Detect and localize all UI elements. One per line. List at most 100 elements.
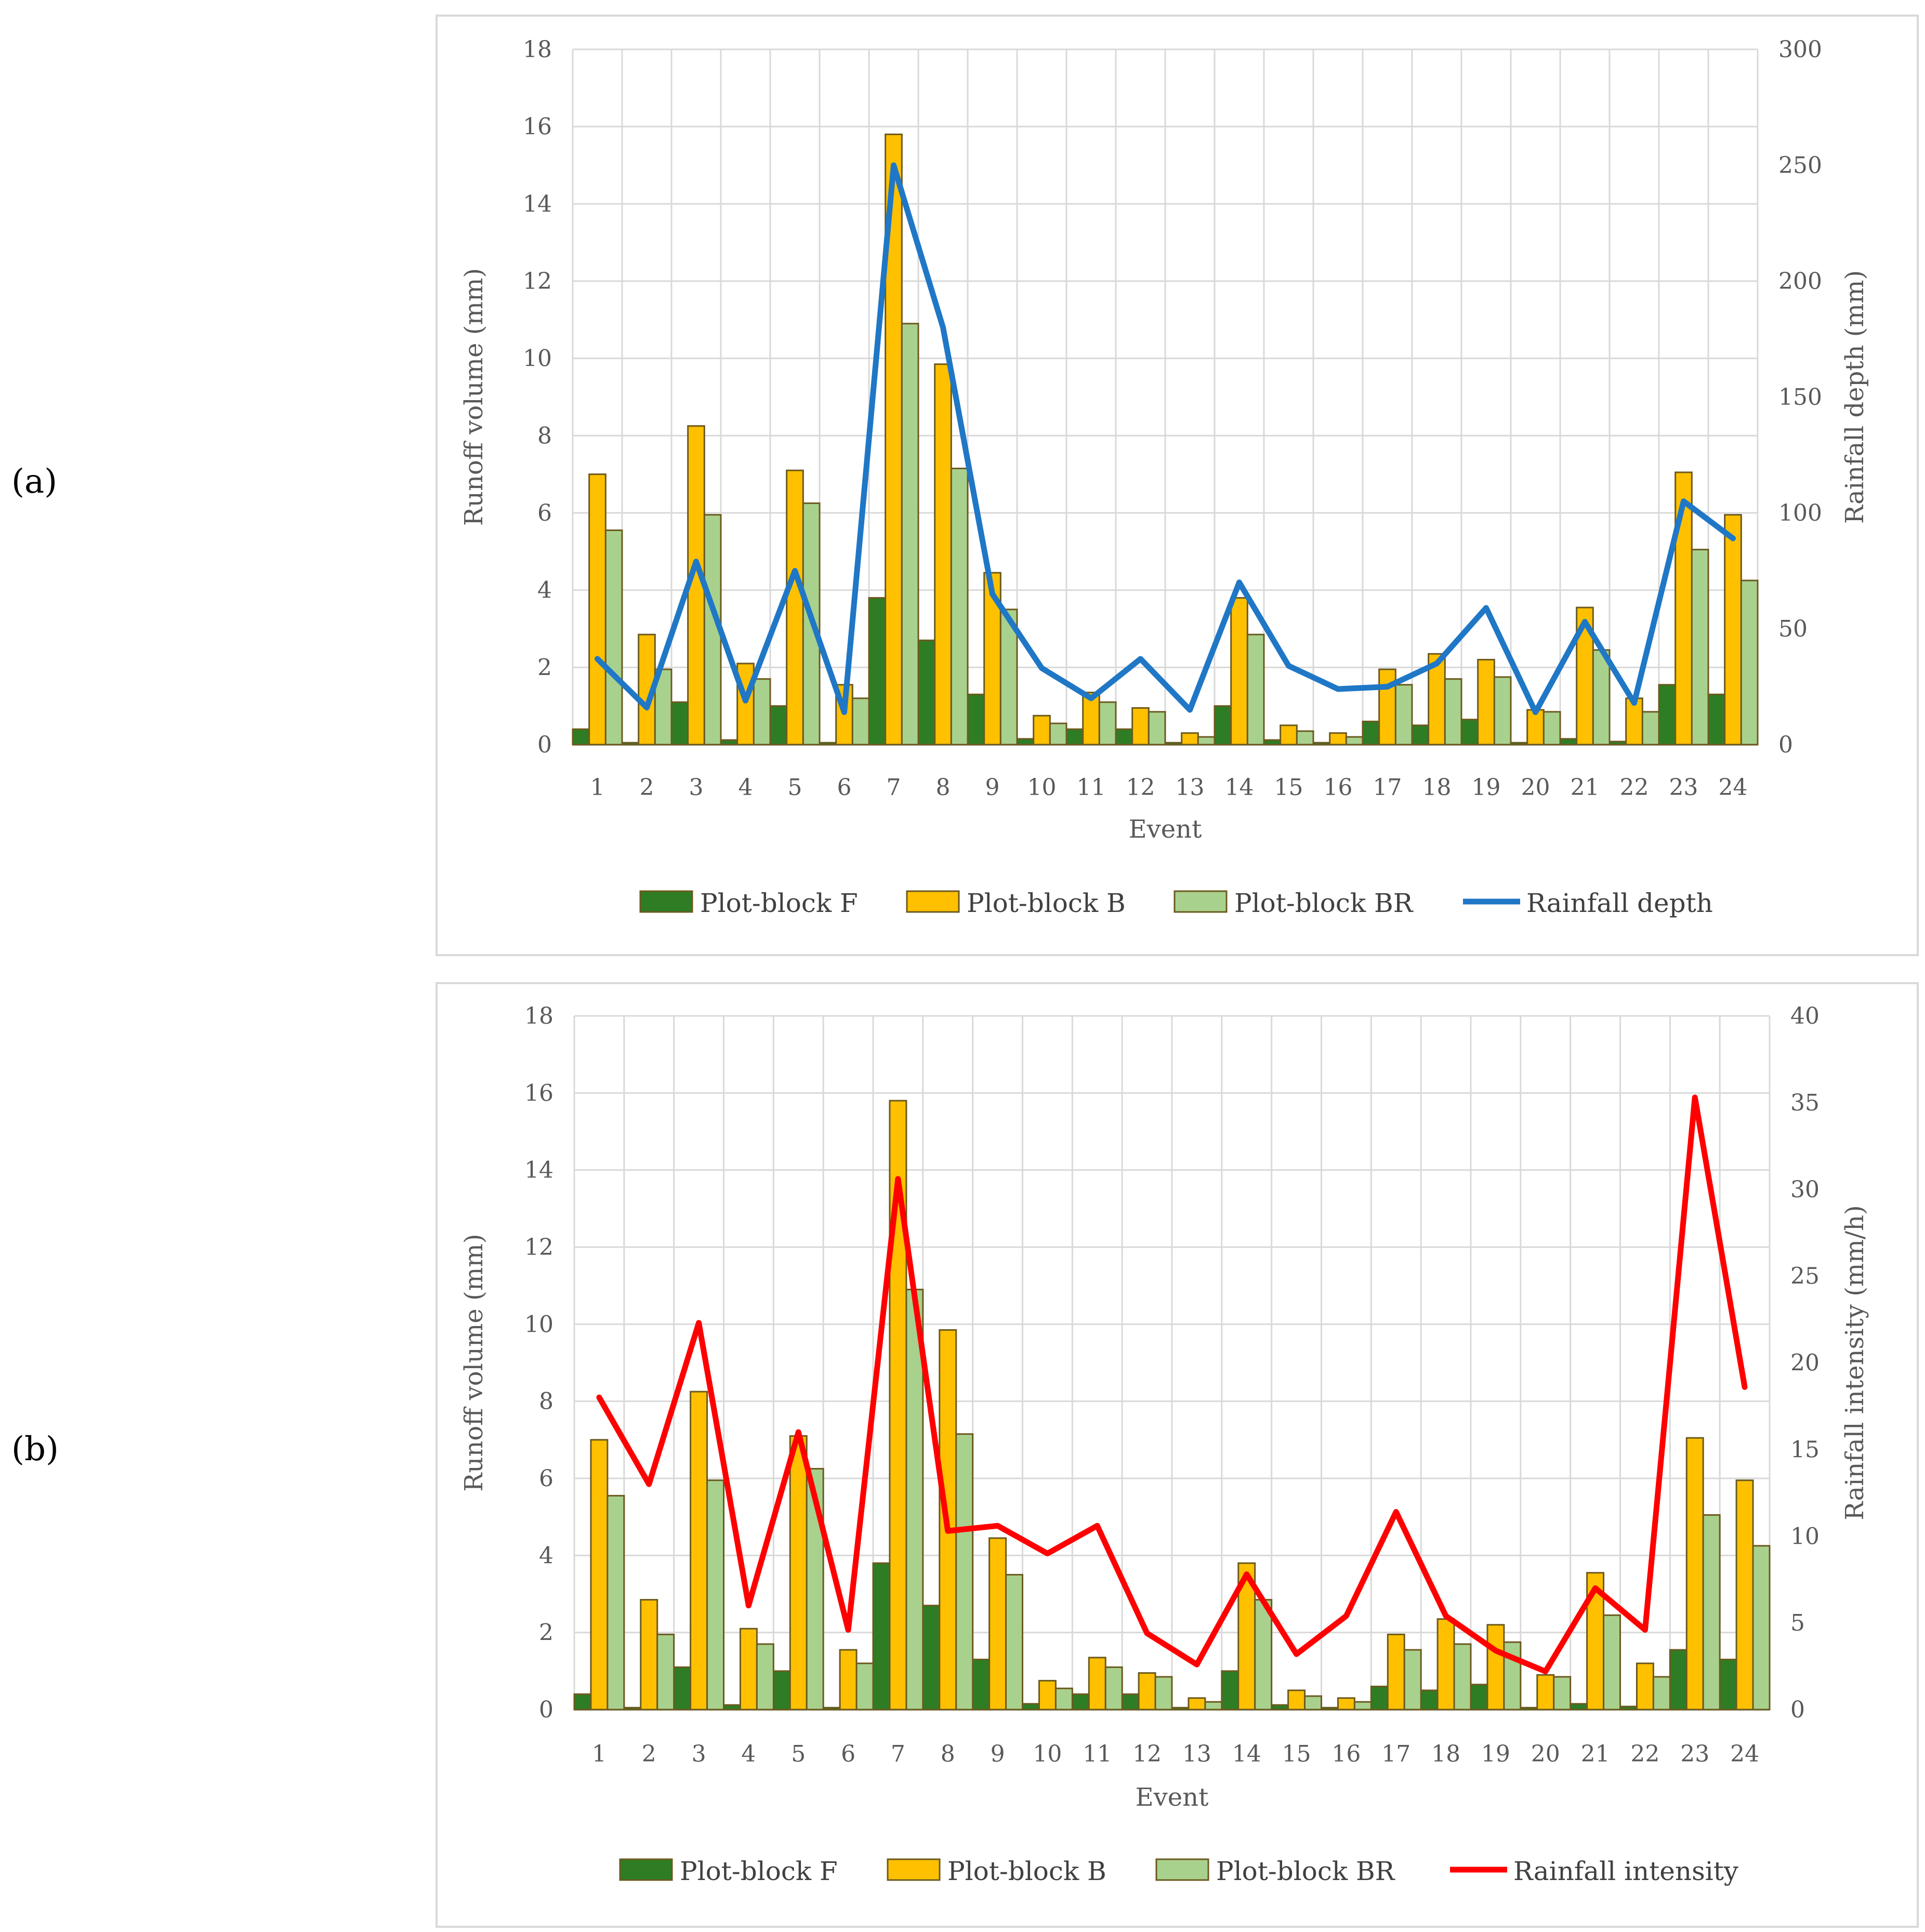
x-tick-label: 15 bbox=[1274, 774, 1303, 801]
bar-plot-block-f-23 bbox=[1669, 1649, 1687, 1711]
y-tick-label: 8 bbox=[537, 422, 552, 449]
bar-plot-block-br-17 bbox=[1403, 1649, 1422, 1711]
x-tick-label: 21 bbox=[1581, 1741, 1610, 1767]
bar-plot-block-br-22 bbox=[1641, 711, 1660, 746]
x-tick-label: 7 bbox=[891, 1741, 905, 1767]
x-tick-label: 5 bbox=[791, 1741, 806, 1767]
bar-plot-block-b-5 bbox=[789, 1435, 808, 1711]
y-tick-label: 2 bbox=[539, 1620, 553, 1646]
bar-plot-block-f-18 bbox=[1420, 1689, 1439, 1711]
x-tick-label: 14 bbox=[1225, 774, 1254, 801]
bar-plot-block-br-21 bbox=[1603, 1614, 1621, 1711]
bar-plot-block-br-15 bbox=[1296, 730, 1314, 746]
bar-plot-block-br-13 bbox=[1204, 1701, 1223, 1711]
x-tick-label: 14 bbox=[1232, 1741, 1261, 1767]
bar-plot-block-b-9 bbox=[988, 1537, 1007, 1711]
bar-plot-block-b-17 bbox=[1387, 1633, 1405, 1711]
x-tick-label: 9 bbox=[991, 1741, 1005, 1767]
y2-tick-label: 50 bbox=[1778, 616, 1808, 642]
legend-plot-block-br-swatch bbox=[1155, 1858, 1209, 1881]
x-tick-label: 3 bbox=[689, 774, 704, 801]
bar-plot-block-f-1 bbox=[573, 1693, 592, 1711]
y2-tick-label: 20 bbox=[1790, 1350, 1819, 1377]
x-tick-label: 9 bbox=[985, 774, 1000, 801]
bar-plot-block-br-12 bbox=[1154, 1676, 1173, 1711]
y-tick-label: 0 bbox=[539, 1697, 553, 1723]
panel-a-label: (a) bbox=[11, 462, 58, 501]
bar-plot-block-br-14 bbox=[1246, 633, 1265, 746]
bar-plot-block-b-11 bbox=[1088, 1657, 1106, 1711]
x-tick-label: 13 bbox=[1176, 774, 1205, 801]
bar-plot-block-br-18 bbox=[1453, 1643, 1472, 1711]
bar-plot-block-b-15 bbox=[1287, 1689, 1306, 1711]
x-tick-label: 7 bbox=[887, 774, 901, 801]
x-tick-label: 4 bbox=[741, 1741, 756, 1767]
bar-plot-block-br-23 bbox=[1691, 549, 1709, 746]
x-tick-label: 16 bbox=[1331, 1741, 1361, 1767]
bar-plot-block-f-22 bbox=[1619, 1705, 1638, 1711]
bar-plot-block-br-4 bbox=[753, 678, 771, 746]
x-tick-label: 17 bbox=[1373, 774, 1402, 801]
bar-plot-block-b-2 bbox=[640, 1599, 658, 1711]
bar-plot-block-br-18 bbox=[1444, 678, 1462, 746]
bar-plot-block-br-15 bbox=[1304, 1695, 1323, 1711]
x-tick-label: 22 bbox=[1620, 774, 1649, 801]
legend-rainfall-intensity-label: Rainfall intensity bbox=[1513, 1856, 1739, 1886]
legend-plot-block-b-label: Plot-block B bbox=[947, 1856, 1106, 1886]
y2-tick-label: 0 bbox=[1790, 1697, 1805, 1723]
x-tick-label: 12 bbox=[1132, 1741, 1162, 1767]
bar-plot-block-br-7 bbox=[901, 323, 919, 746]
x-tick-label: 11 bbox=[1083, 1741, 1112, 1767]
y-tick-label: 16 bbox=[523, 114, 552, 140]
y-tick-label: 18 bbox=[523, 36, 552, 63]
bar-plot-block-f-16 bbox=[1321, 1706, 1339, 1711]
x-tick-label: 18 bbox=[1431, 1741, 1460, 1767]
y2-tick-label: 40 bbox=[1790, 1003, 1819, 1029]
bar-plot-block-f-8 bbox=[922, 1605, 941, 1711]
bar-plot-block-f-12 bbox=[1121, 1693, 1140, 1711]
y-tick-label: 2 bbox=[537, 654, 552, 681]
bar-plot-block-f-11 bbox=[1071, 1693, 1090, 1711]
y2-tick-label: 250 bbox=[1778, 152, 1822, 179]
bar-plot-block-br-22 bbox=[1652, 1676, 1671, 1711]
bar-plot-block-br-19 bbox=[1503, 1641, 1522, 1711]
bar-plot-block-b-16 bbox=[1337, 1697, 1355, 1711]
bar-plot-block-b-8 bbox=[934, 363, 952, 746]
bar-plot-block-f-4 bbox=[723, 1704, 741, 1711]
x-tick-label: 23 bbox=[1680, 1741, 1709, 1767]
bar-plot-block-b-14 bbox=[1230, 597, 1248, 746]
chart-b-frame bbox=[436, 982, 1919, 1928]
bar-plot-block-br-23 bbox=[1702, 1514, 1721, 1711]
x-tick-label: 10 bbox=[1033, 1741, 1062, 1767]
legend-plot-block-br-label: Plot-block BR bbox=[1216, 1856, 1395, 1886]
bar-plot-block-b-12 bbox=[1131, 707, 1150, 746]
bar-plot-block-br-9 bbox=[1005, 1573, 1023, 1711]
bar-plot-block-f-2 bbox=[623, 1706, 642, 1711]
bar-plot-block-br-2 bbox=[656, 1633, 675, 1711]
y-tick-label: 0 bbox=[537, 732, 552, 758]
bar-plot-block-br-19 bbox=[1493, 676, 1512, 746]
bar-plot-block-br-11 bbox=[1098, 701, 1117, 746]
x-tick-label: 6 bbox=[841, 1741, 855, 1767]
x-tick-label: 1 bbox=[590, 774, 605, 801]
bar-plot-block-f-19 bbox=[1470, 1684, 1488, 1711]
bar-plot-block-br-16 bbox=[1353, 1701, 1372, 1711]
bar-plot-block-br-10 bbox=[1054, 1687, 1073, 1711]
y2-tick-label: 0 bbox=[1778, 732, 1793, 758]
bar-plot-block-b-10 bbox=[1038, 1679, 1057, 1711]
bar-plot-block-b-6 bbox=[839, 1649, 858, 1711]
bar-plot-block-f-13 bbox=[1171, 1706, 1190, 1711]
bar-plot-block-br-6 bbox=[851, 697, 870, 746]
bar-plot-block-f-3 bbox=[670, 701, 689, 746]
bar-plot-block-f-17 bbox=[1370, 1686, 1389, 1711]
bar-plot-block-f-20 bbox=[1520, 1706, 1538, 1711]
x-tick-label: 2 bbox=[640, 774, 654, 801]
x-tick-label: 20 bbox=[1531, 1741, 1560, 1767]
bar-plot-block-b-12 bbox=[1138, 1672, 1156, 1711]
y2-tick-label: 10 bbox=[1790, 1523, 1819, 1550]
chart-a-frame bbox=[436, 15, 1919, 956]
bar-plot-block-br-6 bbox=[855, 1662, 874, 1711]
bar-plot-block-f-12 bbox=[1115, 728, 1133, 746]
x-axis-title: Event bbox=[1136, 1783, 1209, 1812]
